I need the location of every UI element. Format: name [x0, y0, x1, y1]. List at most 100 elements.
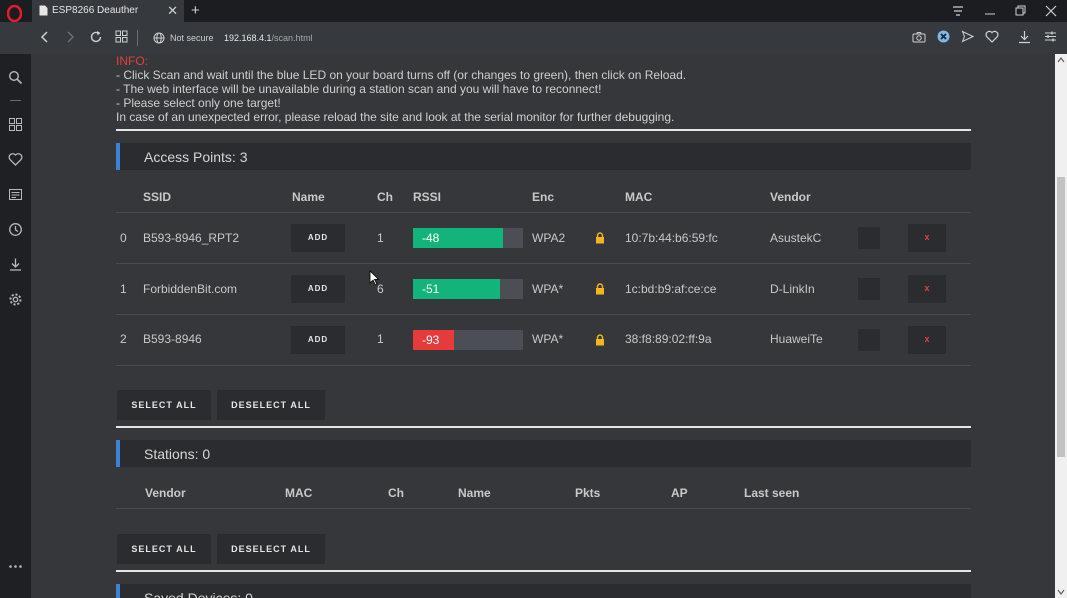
lock-icon	[596, 334, 604, 346]
info-line: In case of an unexpected error, please r…	[116, 110, 675, 124]
delete-button[interactable]: x	[908, 326, 946, 354]
settings-sliders-icon[interactable]	[1044, 30, 1057, 43]
info-box: INFO: - Click Scan and wait until the bl…	[116, 54, 686, 124]
rssi-fill	[413, 279, 500, 299]
address-bar: Not secure 192.168.4.1/scan.html	[0, 22, 1067, 54]
back-icon[interactable]	[40, 30, 50, 44]
mac-cell: 10:7b:44:b6:59:fc	[625, 231, 718, 245]
gear-icon[interactable]	[8, 292, 23, 307]
more-icon[interactable]	[8, 559, 23, 574]
rssi-bar: -93	[413, 330, 523, 350]
encryption-cell: WPA*	[532, 282, 564, 296]
downloads-icon[interactable]	[8, 257, 23, 272]
send-icon[interactable]	[961, 30, 974, 43]
info-heading: INFO:	[116, 54, 148, 68]
saved-devices-title: Saved Devices: 0	[144, 590, 253, 598]
easy-setup-icon[interactable]	[943, 0, 973, 22]
channel-cell: 6	[377, 282, 384, 296]
encryption-cell: WPA2	[532, 231, 566, 245]
ssid-cell: B593-8946_RPT2	[143, 231, 240, 245]
column-header-name: Name	[458, 486, 491, 500]
column-header-rssi: RSSI	[413, 190, 442, 204]
add-name-button[interactable]: ADD	[291, 224, 345, 252]
new-tab-button[interactable]: +	[191, 2, 200, 19]
select-checkbox[interactable]	[858, 329, 880, 351]
ssid-cell: ForbiddenBit.com	[143, 282, 238, 296]
security-label[interactable]: Not secure	[170, 33, 214, 43]
heart-icon[interactable]	[8, 152, 23, 167]
delete-button[interactable]: x	[908, 224, 946, 252]
column-header-pkts: Pkts	[575, 486, 601, 500]
access-points-header: Access Points: 3	[116, 143, 971, 170]
column-header-vendor: Vendor	[770, 190, 811, 204]
address-divider	[137, 30, 138, 46]
vendor-cell: D-LinkIn	[770, 282, 815, 296]
forward-icon[interactable]	[65, 30, 75, 44]
ad-blocker-icon[interactable]	[937, 30, 950, 43]
scrollbar-thumb[interactable]	[1057, 177, 1065, 457]
column-header-vendor: Vendor	[145, 486, 186, 500]
url-host: 192.168.4.1	[224, 33, 272, 43]
url-field[interactable]: 192.168.4.1/scan.html	[224, 33, 313, 43]
rssi-bar: -51	[413, 279, 523, 299]
history-icon[interactable]	[8, 222, 23, 237]
select-checkbox[interactable]	[858, 227, 880, 249]
download-icon[interactable]	[1018, 30, 1031, 44]
divider	[116, 129, 971, 131]
tab-close-icon[interactable]: ✕	[167, 3, 178, 18]
deselect-all-button[interactable]: DESELECT ALL	[217, 390, 325, 420]
table-divider	[116, 263, 971, 264]
column-header-enc: Enc	[532, 190, 555, 204]
rssi-bar: -48	[413, 228, 523, 248]
rssi-value: -93	[422, 333, 440, 347]
table-divider	[116, 365, 971, 366]
speed-dial-icon[interactable]	[115, 30, 128, 43]
row-index: 1	[120, 282, 127, 296]
scroll-up-icon[interactable]	[1057, 57, 1065, 63]
reload-icon[interactable]	[89, 30, 103, 44]
select-checkbox[interactable]	[858, 278, 880, 300]
add-name-button[interactable]: ADD	[291, 326, 345, 354]
saved-devices-header: Saved Devices: 0	[116, 584, 971, 598]
heart-icon[interactable]	[985, 30, 999, 43]
camera-icon[interactable]	[912, 30, 926, 44]
deselect-all-button[interactable]: DESELECT ALL	[217, 534, 325, 564]
delete-button[interactable]: x	[908, 275, 946, 303]
page-content: INFO: - Click Scan and wait until the bl…	[31, 54, 1055, 598]
browser-sidebar	[0, 54, 31, 598]
mouse-cursor-icon	[369, 270, 379, 286]
close-window-icon[interactable]	[1036, 0, 1066, 22]
add-name-button[interactable]: ADD	[291, 275, 345, 303]
news-icon[interactable]	[8, 187, 23, 202]
lock-icon	[596, 232, 604, 244]
select-all-button[interactable]: SELECT ALL	[117, 390, 211, 420]
browser-tab[interactable]: ESP8266 Deauther ✕	[32, 0, 184, 22]
tab-title: ESP8266 Deauther	[52, 5, 139, 16]
search-icon[interactable]	[8, 70, 23, 85]
channel-cell: 1	[377, 332, 384, 346]
table-divider	[116, 314, 971, 315]
column-header-ch: Ch	[388, 486, 404, 500]
document-icon	[39, 5, 48, 16]
rssi-fill	[413, 228, 504, 248]
restore-icon[interactable]	[1005, 0, 1035, 22]
sidebar-divider	[10, 100, 21, 101]
select-all-button[interactable]: SELECT ALL	[117, 534, 211, 564]
minimize-icon[interactable]	[975, 0, 1005, 22]
column-header-ap: AP	[671, 486, 688, 500]
scroll-down-icon[interactable]	[1057, 589, 1065, 595]
row-index: 2	[120, 332, 127, 346]
stations-header: Stations: 0	[116, 440, 971, 467]
speed-dial-icon[interactable]	[8, 117, 23, 132]
column-header-ch: Ch	[377, 190, 393, 204]
rssi-fill	[413, 330, 454, 350]
page-scrollbar[interactable]	[1055, 54, 1067, 598]
access-points-title: Access Points: 3	[144, 149, 248, 165]
opera-logo[interactable]	[7, 5, 22, 22]
table-divider	[116, 508, 971, 509]
stations-title: Stations: 0	[144, 446, 211, 462]
globe-icon[interactable]	[153, 32, 165, 44]
column-header-mac: MAC	[285, 486, 313, 500]
mac-cell: 1c:bd:b9:af:ce:ce	[625, 282, 717, 296]
divider	[116, 426, 971, 428]
